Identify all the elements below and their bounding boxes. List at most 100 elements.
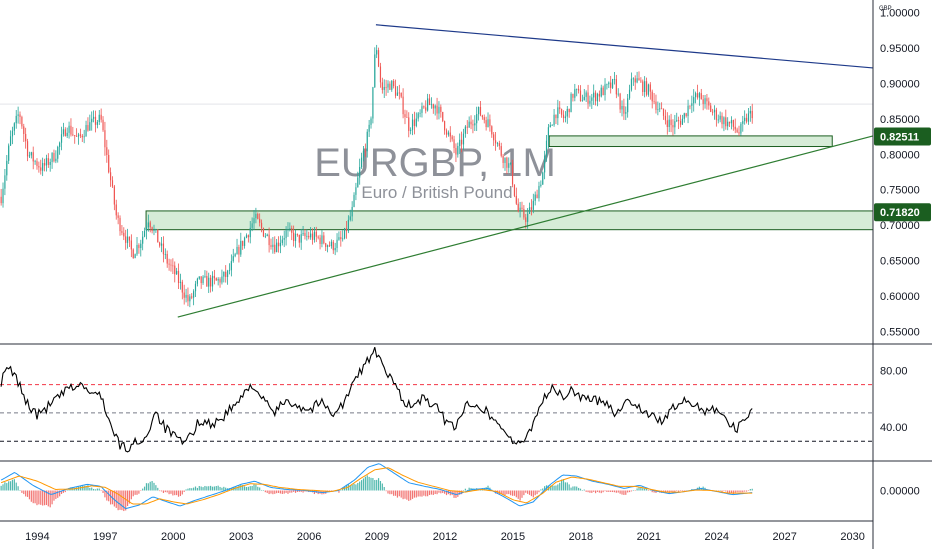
candle-body: [711, 111, 714, 113]
candle-body: [589, 100, 591, 104]
candle-body: [489, 119, 491, 127]
macd-histogram-bar: [549, 485, 551, 491]
macd-histogram-bar: [330, 490, 332, 492]
candle-body: [506, 157, 508, 168]
candle-body: [4, 175, 6, 189]
macd-histogram-bar: [742, 490, 744, 493]
candle-body: [123, 232, 125, 237]
candle-body: [574, 89, 576, 98]
macd-histogram-bar: [511, 490, 514, 496]
macd-histogram-bar: [574, 486, 576, 491]
candle-body: [408, 117, 410, 131]
macd-histogram-bar: [623, 490, 625, 495]
candle-body: [579, 90, 582, 102]
candle-body: [474, 123, 476, 126]
macd-histogram-bar: [162, 490, 165, 493]
candle-body: [689, 105, 691, 107]
candle-body: [621, 105, 623, 110]
macd-histogram-bar: [564, 482, 566, 491]
candle-body: [317, 236, 319, 238]
candle-body: [727, 121, 729, 127]
macd-histogram-bar: [366, 475, 368, 491]
candle-body: [666, 120, 668, 127]
candle-body: [355, 187, 357, 195]
macd-histogram-bar: [379, 481, 382, 491]
candle-body: [128, 236, 131, 241]
time-axis-tick: 2027: [772, 531, 796, 543]
macd-histogram-bar: [298, 490, 300, 492]
candle-body: [744, 117, 746, 122]
candle-body: [661, 108, 663, 110]
candle-body: [304, 232, 306, 237]
macd-histogram-bar: [745, 490, 748, 492]
candle-body: [15, 115, 17, 124]
candle-body: [736, 129, 738, 133]
candle-body: [425, 107, 427, 111]
macd-histogram-bar: [283, 490, 285, 494]
macd-histogram-bar: [59, 490, 61, 497]
candle-body: [134, 254, 136, 259]
macd-histogram-bar: [125, 490, 127, 511]
candle-body: [160, 243, 163, 246]
candle-body: [213, 275, 215, 279]
candle-body: [415, 118, 417, 126]
candle-body: [670, 119, 672, 126]
candle-body: [413, 119, 416, 126]
candle-body: [200, 276, 202, 284]
trendline: [177, 135, 874, 318]
candle-body: [87, 125, 89, 131]
candle-body: [62, 129, 65, 135]
candle-body: [91, 118, 93, 123]
macd-pane[interactable]: [0, 463, 753, 512]
macd-histogram-bar: [636, 488, 638, 491]
candle-body: [368, 124, 370, 132]
candle-body: [638, 78, 640, 81]
candle-body: [57, 146, 59, 159]
macd-histogram-bar: [459, 490, 461, 495]
price-axis-tick: 0.85000: [880, 114, 920, 126]
macd-histogram-bar: [108, 490, 110, 502]
candle-body: [430, 104, 433, 106]
candle-body: [119, 217, 121, 232]
candle-body: [113, 186, 115, 205]
candle-body: [259, 218, 261, 223]
candle-body: [442, 111, 444, 122]
time-axis-tick: 2030: [840, 531, 864, 543]
macd-histogram-bar: [423, 490, 425, 496]
candle-body: [557, 107, 559, 119]
price-axis-tick: 0.75000: [880, 185, 920, 197]
macd-histogram-bar: [153, 482, 155, 491]
candle-body: [334, 248, 336, 251]
macd-histogram-bar: [293, 490, 295, 492]
macd-histogram-bar: [585, 490, 587, 492]
candle-body: [502, 155, 504, 163]
macd-histogram-bar: [211, 486, 214, 491]
candle-body: [104, 130, 106, 148]
rsi-pane[interactable]: [0, 347, 873, 453]
macd-histogram-bar: [142, 488, 144, 491]
candle-body: [696, 93, 699, 98]
candle-body: [109, 172, 112, 181]
candle-body: [576, 88, 578, 90]
macd-histogram-bar: [751, 488, 753, 491]
macd-histogram-bar: [570, 487, 572, 491]
macd-histogram-bar: [508, 490, 510, 495]
candle-body: [332, 241, 334, 251]
candle-body: [143, 231, 146, 237]
candle-body: [551, 125, 553, 126]
macd-histogram-bar: [468, 487, 470, 491]
candle-body: [181, 281, 183, 293]
candle-body: [651, 91, 653, 102]
macd-histogram-bar: [440, 490, 442, 494]
candle-body: [294, 233, 297, 241]
candle-body: [393, 80, 395, 87]
candle-body: [234, 254, 236, 257]
candle-body: [174, 265, 176, 275]
candle-body: [538, 185, 540, 199]
candle-body: [451, 136, 453, 140]
macd-histogram-bar: [579, 488, 582, 491]
macd-histogram-bar: [53, 490, 55, 501]
macd-histogram-bar: [351, 484, 353, 491]
candle-body: [159, 242, 161, 246]
